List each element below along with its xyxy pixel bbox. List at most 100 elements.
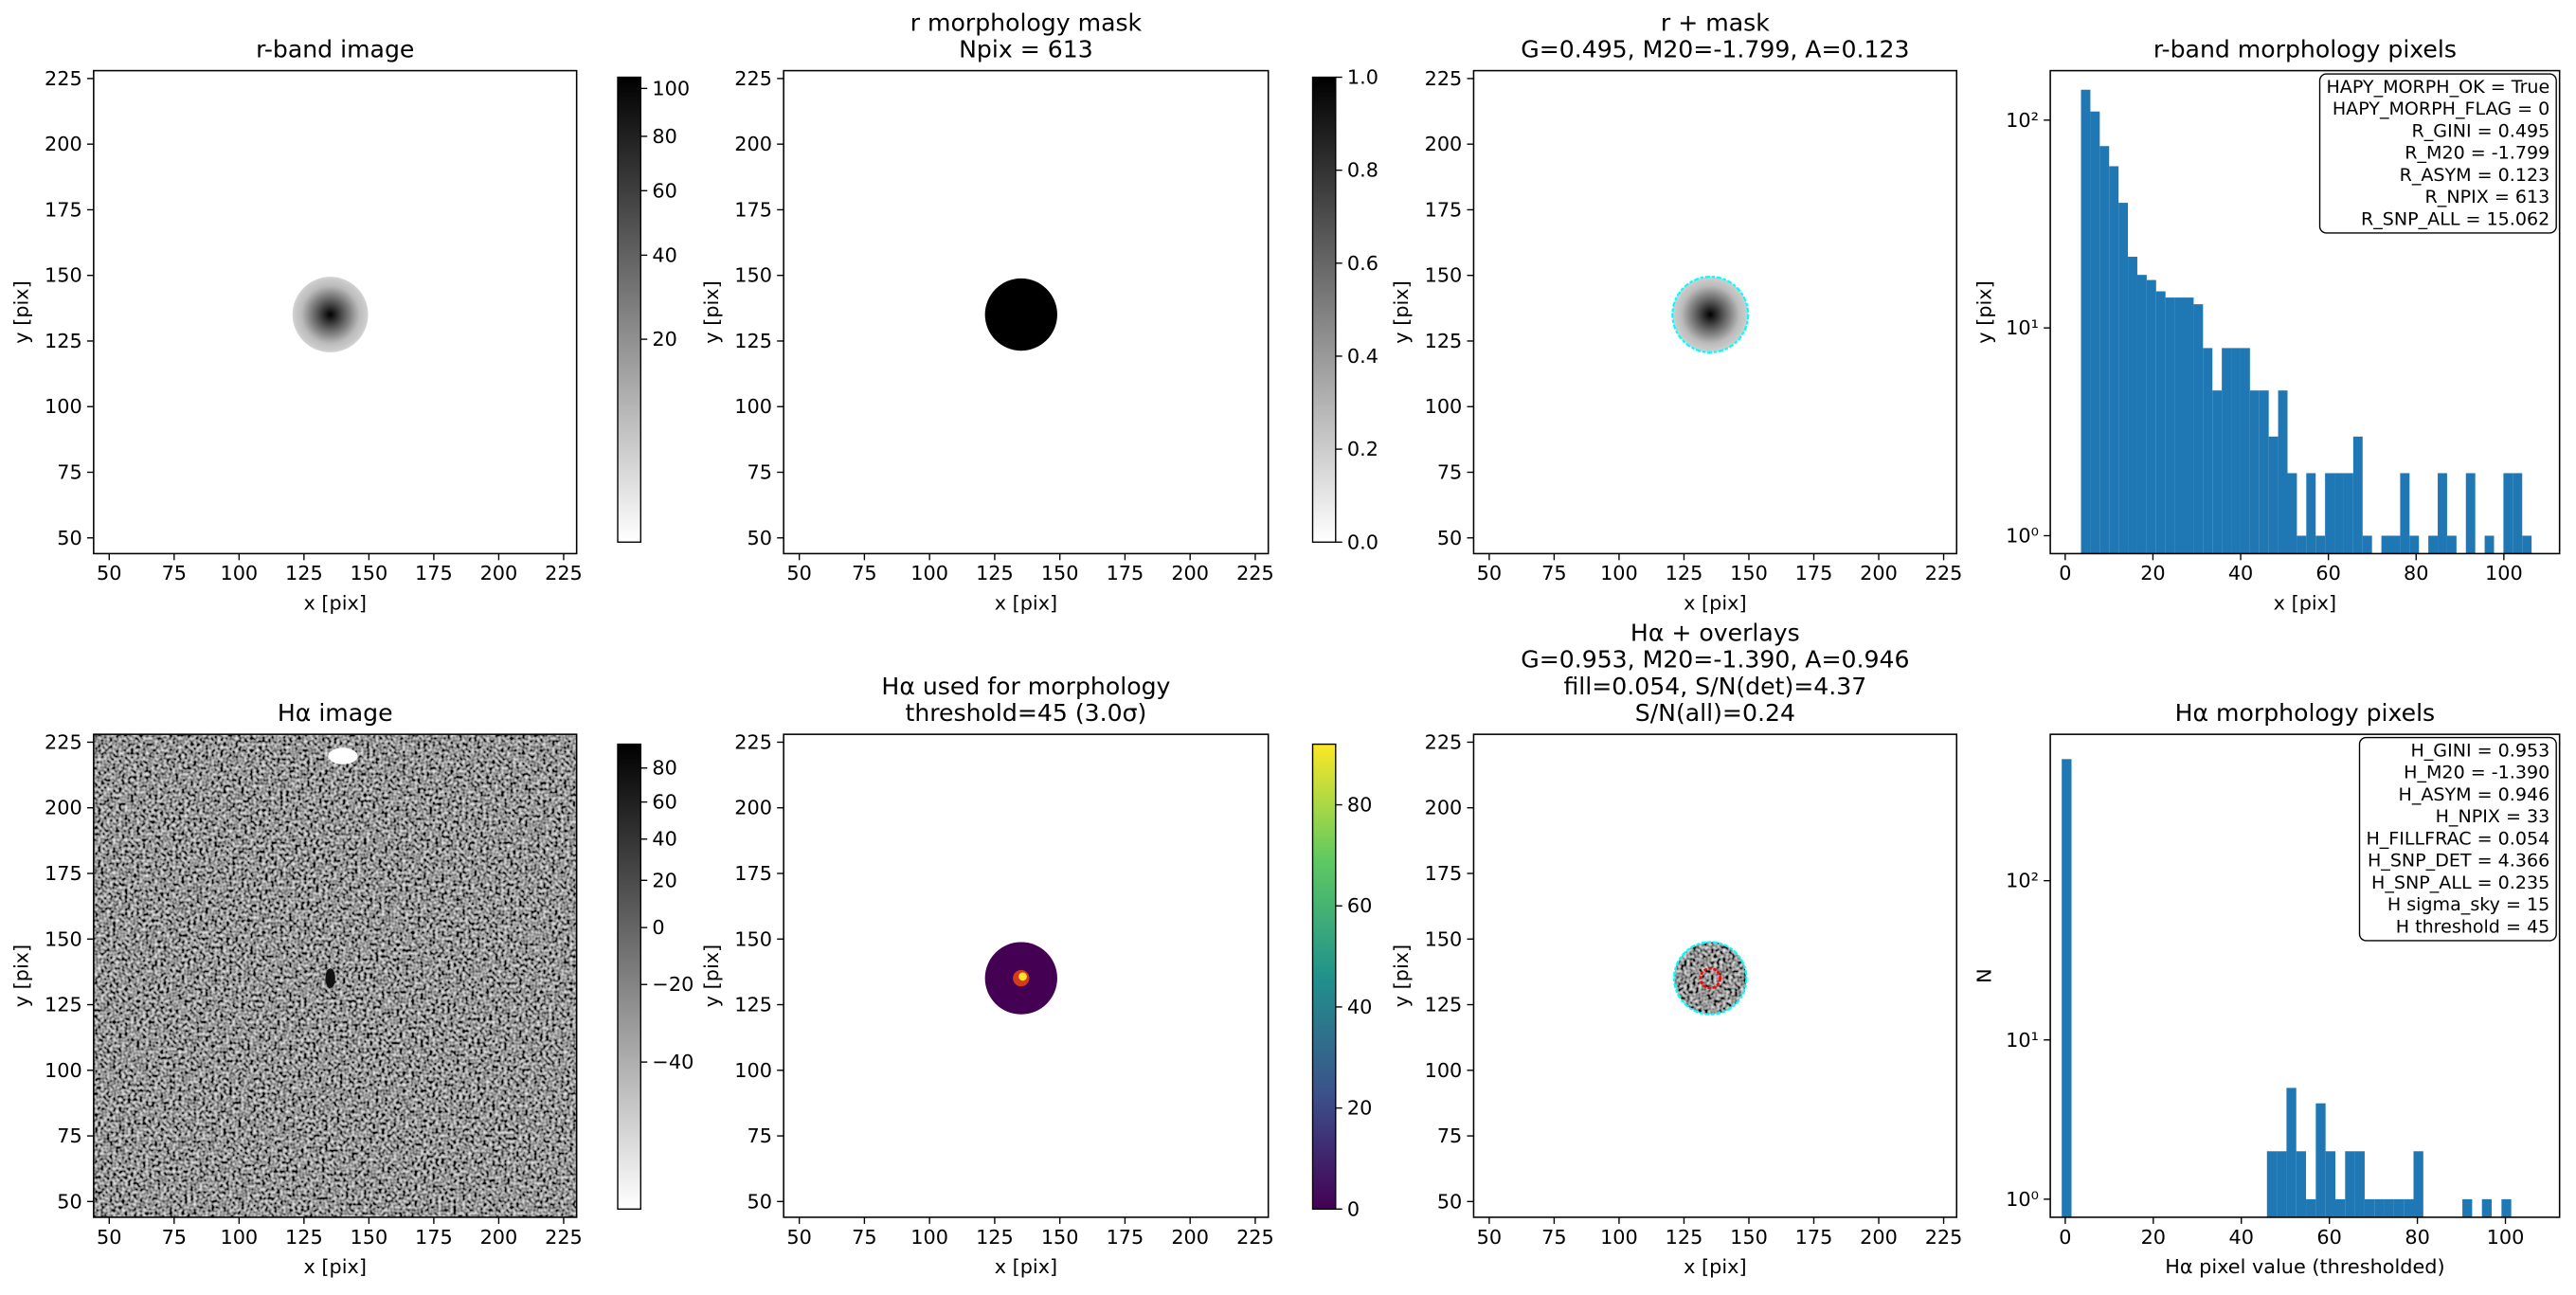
y-tick-label: 150 (734, 927, 772, 950)
mask-contour (1672, 941, 1748, 1016)
y-tick-label: 10² (2006, 870, 2039, 892)
x-tick-label: 50 (1477, 1226, 1502, 1249)
y-tick-label: 125 (1425, 994, 1463, 1016)
annotation-line: HAPY_MORPH_FLAG = 0 (2333, 99, 2549, 119)
colorbar-tick-label: 20 (652, 869, 676, 891)
panel (784, 734, 1269, 1217)
y-tick-label: 10¹ (2006, 1029, 2039, 1052)
x-tick-label: 175 (1107, 1226, 1144, 1249)
colorbar-tick-label: 60 (1347, 894, 1372, 917)
y-tick-label: 175 (45, 198, 82, 221)
y-tick-label: 150 (1425, 264, 1463, 287)
hist-bar (2222, 348, 2232, 554)
x-tick-label: 20 (2141, 1226, 2166, 1249)
x-axis-label: x [pix] (995, 1255, 1057, 1278)
x-tick-label: 225 (1925, 1226, 1963, 1249)
mask (984, 278, 1057, 351)
x-tick-label: 225 (545, 562, 583, 585)
panel-title: S/N(all)=0.24 (1635, 699, 1795, 727)
hist-bar (2155, 291, 2166, 554)
hist-bar (2374, 1198, 2385, 1217)
y-tick-label: 225 (734, 67, 772, 90)
colorbar (1311, 743, 1337, 1210)
x-tick-label: 50 (1477, 562, 1502, 585)
y-tick-label: 200 (1425, 133, 1463, 155)
hist-bar (2240, 348, 2250, 554)
colorbar-tick-label: 100 (652, 77, 690, 99)
colorbar-tick-label: −40 (652, 1051, 694, 1073)
x-tick-label: 200 (480, 1226, 518, 1249)
y-tick-label: 10² (2006, 109, 2039, 132)
hist-bar (2277, 1151, 2287, 1217)
y-axis-label: y [pix] (10, 944, 33, 1007)
colorbar-tick-label: 0.0 (1347, 531, 1378, 553)
x-tick-label: 75 (852, 562, 876, 585)
hist-bar (2334, 473, 2344, 554)
y-axis-label: y [pix] (1973, 280, 1996, 343)
x-tick-label: 75 (162, 1226, 187, 1249)
x-tick-label: 225 (1236, 562, 1274, 585)
annotation-box (2358, 736, 2557, 942)
hist-bar (2315, 535, 2326, 554)
colorbar-tick-label: 0.2 (1347, 438, 1378, 460)
x-tick-label: 225 (1236, 1226, 1274, 1249)
x-tick-label: 40 (2229, 1226, 2254, 1249)
x-axis-label: x [pix] (995, 591, 1057, 614)
hist-bar (2287, 473, 2297, 554)
y-tick-label: 225 (1425, 67, 1463, 90)
annotation-line: H_ASYM = 0.946 (2398, 784, 2549, 805)
x-tick-label: 225 (1925, 562, 1963, 585)
x-tick-label: 175 (1107, 562, 1144, 585)
annotation-line: R_ASYM = 0.123 (2400, 165, 2550, 186)
x-tick-label: 100 (2487, 1226, 2525, 1249)
x-tick-label: 150 (351, 1226, 388, 1249)
y-axis-label: N (1973, 968, 1996, 983)
source (294, 278, 367, 351)
hist-bar (2393, 1198, 2405, 1217)
colorbar-tick-label: 80 (1347, 794, 1372, 817)
hist-bar (2212, 390, 2223, 554)
y-tick-label: 10⁰ (2006, 1188, 2039, 1211)
x-axis-label: Hα pixel value (thresholded) (2165, 1255, 2444, 1278)
annotation-line: H sigma_sky = 15 (2387, 894, 2549, 915)
colorbar (1311, 76, 1337, 543)
panel-title: Npix = 613 (959, 36, 1093, 63)
annotation-line: H_SNP_DET = 4.366 (2368, 851, 2549, 872)
y-tick-label: 175 (45, 862, 82, 885)
hist-bar (2231, 348, 2241, 554)
hist-bar (2428, 535, 2439, 554)
x-tick-label: 200 (1171, 562, 1209, 585)
hist-bar (2343, 473, 2353, 554)
det-region (1699, 966, 1721, 990)
annotation-line: H_FILLFRAC = 0.054 (2366, 828, 2549, 849)
x-tick-label: 100 (2485, 562, 2523, 585)
x-tick-label: 75 (852, 1226, 876, 1249)
x-tick-label: 75 (1541, 1226, 1566, 1249)
x-tick-label: 200 (1860, 1226, 1898, 1249)
axes-frame (2049, 733, 2561, 1218)
x-tick-label: 150 (351, 562, 388, 585)
x-tick-label: 175 (415, 1226, 453, 1249)
y-tick-label: 225 (45, 67, 82, 90)
colorbar (617, 76, 641, 543)
colorbar-tick-label: 0 (652, 916, 664, 939)
y-tick-label: 175 (1425, 862, 1463, 885)
hist-bar (2522, 535, 2532, 554)
hist-bar (2384, 1198, 2394, 1217)
panel (1473, 734, 1957, 1217)
hist-bar (2334, 1198, 2346, 1217)
x-tick-label: 50 (97, 562, 121, 585)
x-tick-label: 200 (1860, 562, 1898, 585)
hist-bar (2390, 535, 2401, 554)
y-tick-label: 200 (734, 797, 772, 819)
y-tick-label: 125 (45, 994, 82, 1016)
hist-bar (2306, 473, 2316, 554)
x-tick-label: 40 (2228, 562, 2253, 585)
x-tick-label: 125 (976, 562, 1014, 585)
y-tick-label: 125 (1425, 330, 1463, 352)
panel (93, 734, 577, 1217)
x-tick-label: 125 (285, 562, 323, 585)
panel-title: r-band morphology pixels (2153, 36, 2457, 63)
